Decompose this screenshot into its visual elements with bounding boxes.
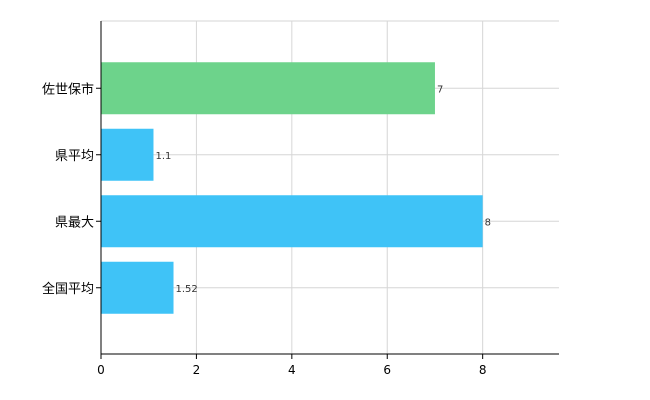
bar — [101, 62, 435, 115]
x-tick-label: 6 — [383, 363, 391, 377]
bars — [101, 62, 483, 314]
category-label: 県最大 — [55, 215, 94, 230]
x-tick-label: 0 — [97, 363, 105, 377]
x-tick-label: 2 — [193, 363, 201, 377]
bar — [101, 128, 154, 181]
labels: 0 2 4 6 8 7 佐世保市 1.1 県平均 8 県最大 1.52 全国平均 — [42, 81, 491, 377]
bar — [101, 195, 483, 248]
data-label: 1.1 — [155, 151, 171, 162]
category-label: 佐世保市 — [42, 81, 94, 97]
data-label: 1.52 — [176, 284, 198, 295]
category-label: 県平均 — [55, 149, 94, 164]
x-tick-label: 4 — [288, 363, 296, 377]
category-label: 全国平均 — [42, 281, 94, 297]
data-label: 7 — [437, 84, 443, 95]
data-label: 8 — [485, 217, 491, 228]
bar — [101, 261, 174, 314]
x-tick-label: 8 — [479, 363, 487, 377]
